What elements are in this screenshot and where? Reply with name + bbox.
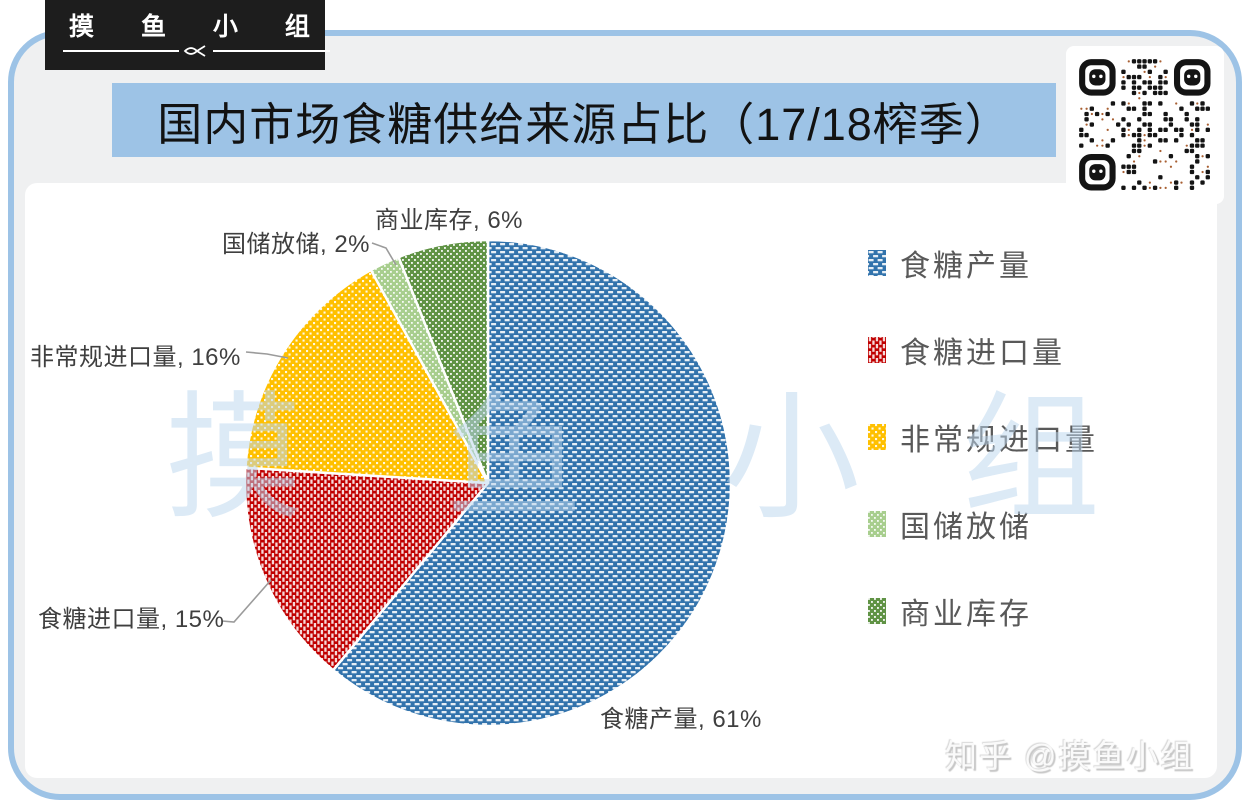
legend-swatch-icon — [868, 337, 886, 363]
legend-item-nonconventional-imports: 非常规进口量 — [868, 420, 1098, 457]
qr-code-image — [1079, 59, 1211, 191]
legend-item-state-reserve: 国储放储 — [868, 507, 1098, 544]
zhihu-credit-watermark: 知乎 @摸鱼小组 — [945, 738, 1195, 774]
brand-logo: MOYU 摸 鱼 小 组 — [45, 0, 330, 70]
legend-swatch-icon — [868, 424, 886, 450]
slice-label-commercial-stock: 商业库存, 6% — [375, 207, 524, 234]
underline-left — [63, 50, 180, 52]
legend-label: 非常规进口量 — [900, 424, 1098, 457]
slice-label-nonconventional-imports: 非常规进口量, 16% — [30, 344, 241, 371]
small-fish-icon — [184, 45, 206, 57]
slice-label-state-reserve: 国储放储, 2% — [222, 231, 371, 258]
legend-swatch-icon — [868, 250, 886, 276]
chart-legend: 食糖产量 食糖进口量 非常规进口量 国储放储 商业库存 — [868, 246, 1098, 681]
underline-right — [213, 50, 330, 52]
pie-slice-食糖产量 — [331, 238, 733, 728]
legend-label: 国储放储 — [900, 511, 1032, 544]
logo-underline — [63, 44, 330, 58]
qr-code — [1066, 46, 1224, 204]
legend-item-commercial-stock: 商业库存 — [868, 594, 1098, 631]
legend-label: 食糖进口量 — [900, 337, 1065, 370]
slice-label-sugar-production: 食糖产量, 61% — [600, 706, 762, 733]
legend-label: 食糖产量 — [900, 250, 1032, 283]
pie-chart — [243, 238, 733, 728]
legend-item-sugar-production: 食糖产量 — [868, 246, 1098, 283]
legend-swatch-icon — [868, 598, 886, 624]
legend-swatch-icon — [868, 511, 886, 537]
logo-title: 摸 鱼 小 组 — [69, 13, 330, 41]
pie-slice-商业库存 — [397, 238, 490, 485]
legend-item-sugar-imports: 食糖进口量 — [868, 333, 1098, 370]
title-banner: 国内市场食糖供给来源占比（17/18榨季） — [112, 83, 1056, 157]
page-title: 国内市场食糖供给来源占比（17/18榨季） — [157, 98, 1011, 150]
slice-label-sugar-imports: 食糖进口量, 15% — [38, 606, 225, 633]
legend-label: 商业库存 — [900, 598, 1032, 631]
